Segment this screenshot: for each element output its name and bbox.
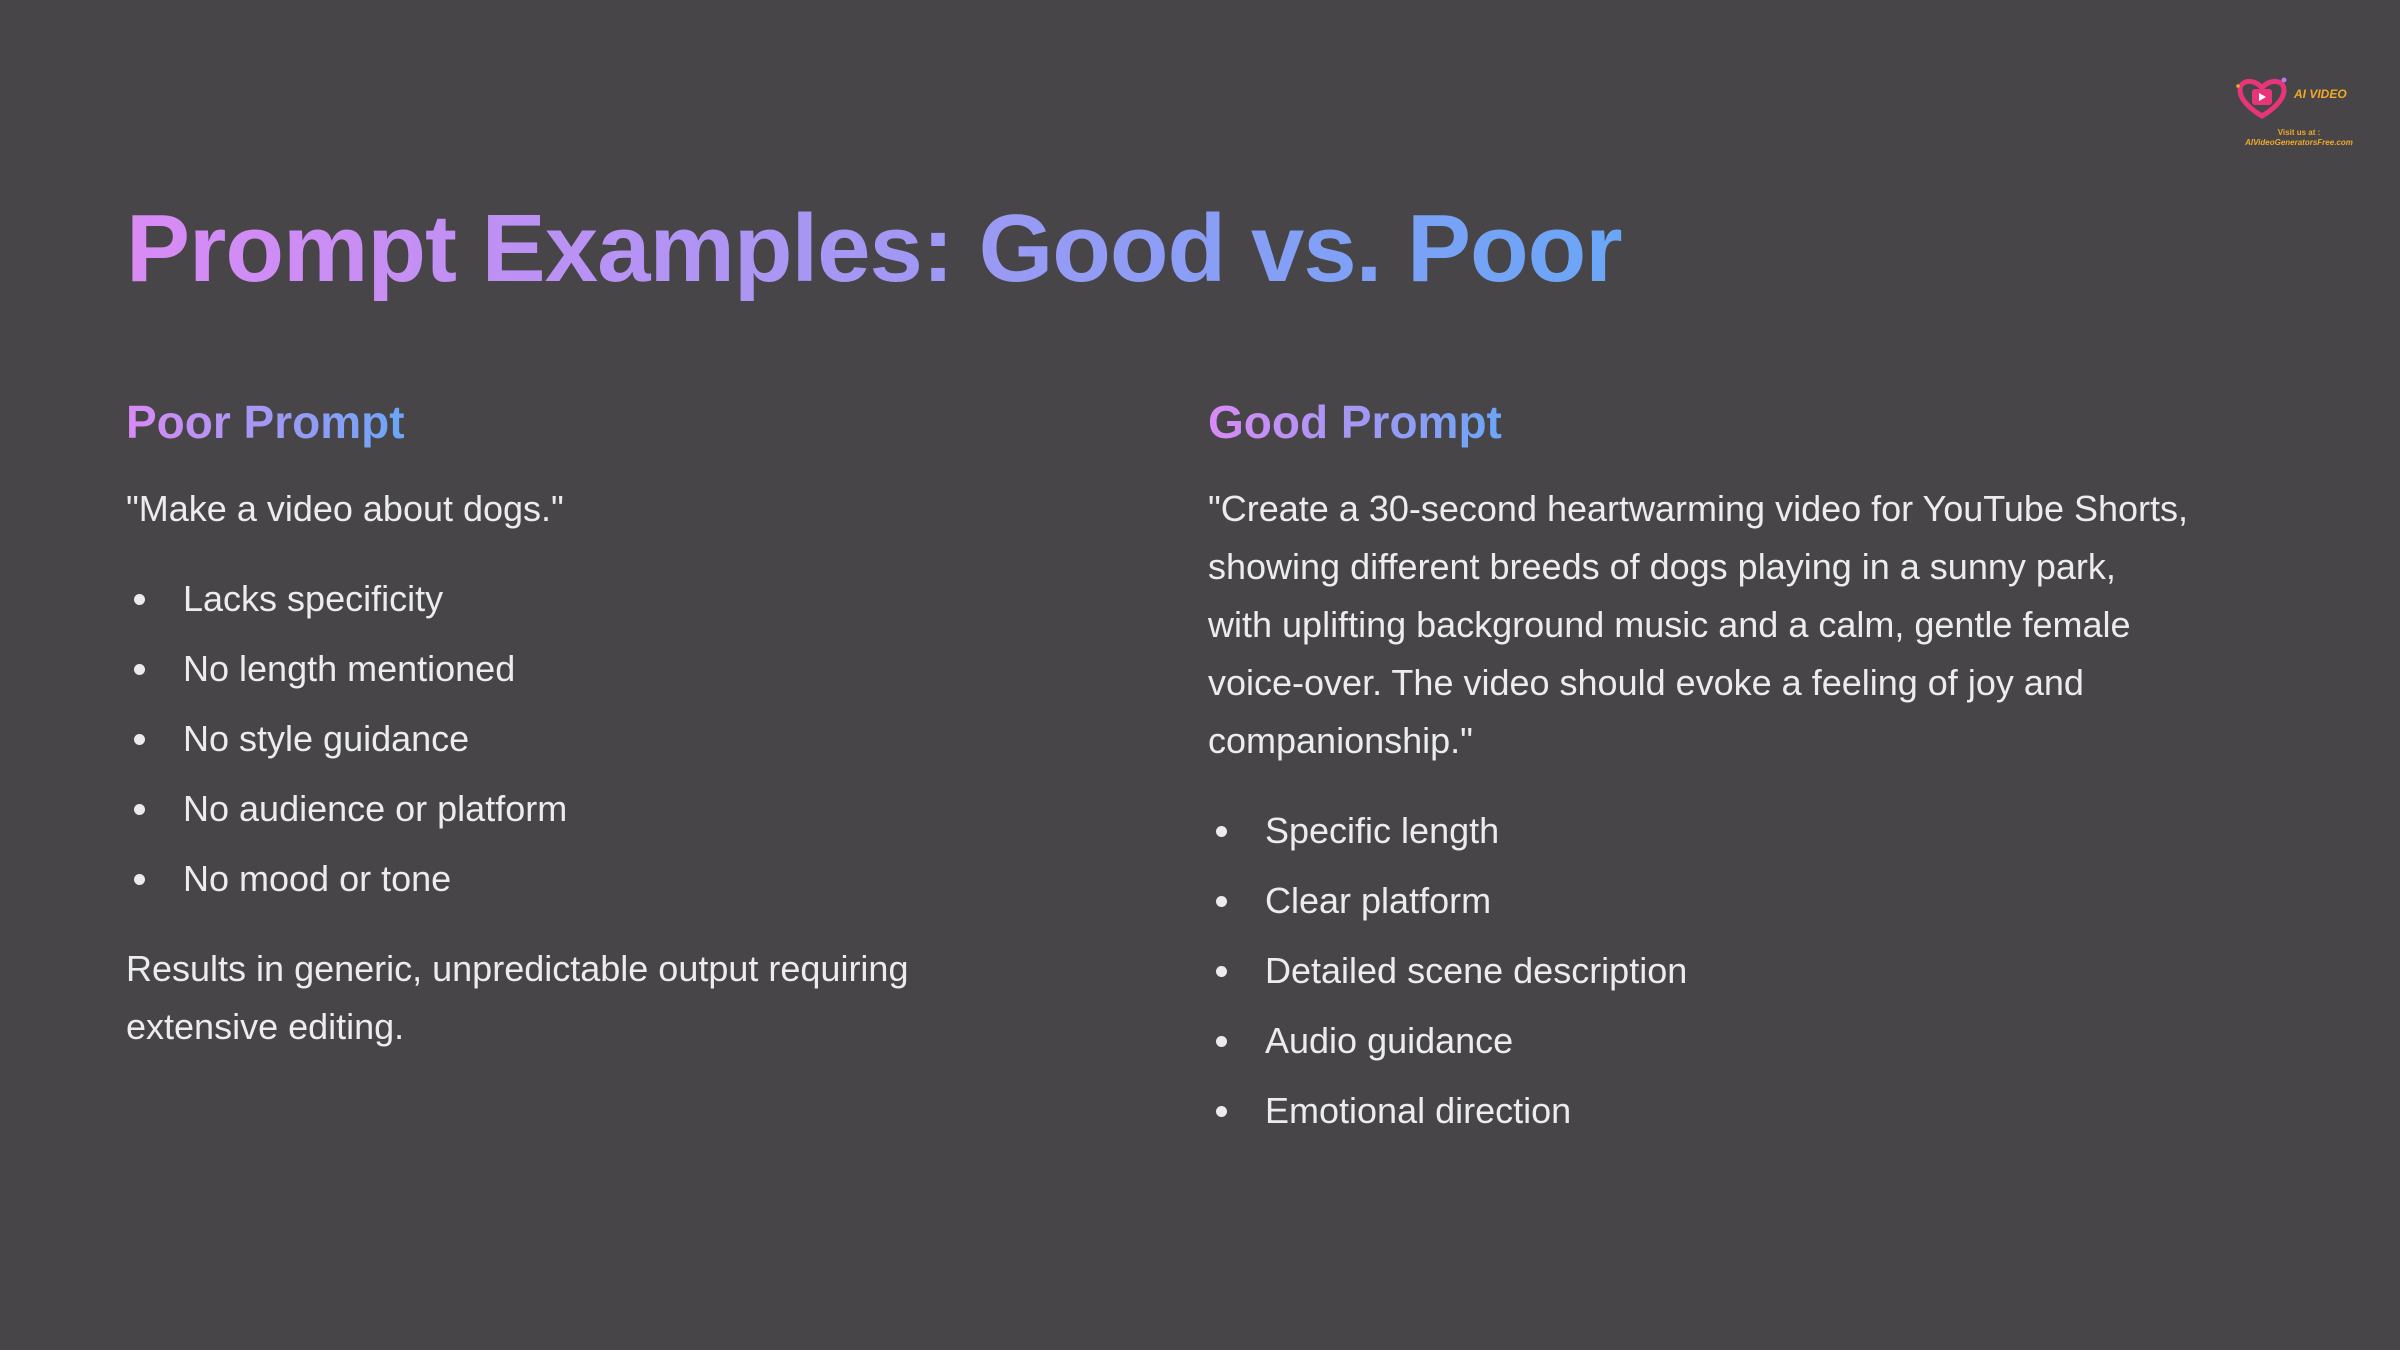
list-item: No length mentioned (126, 634, 1126, 704)
bullet-dot-icon (1216, 1106, 1227, 1117)
list-item: Lacks specificity (126, 564, 1126, 634)
list-item: Specific length (1208, 796, 2208, 866)
page-title-text: Prompt Examples: Good vs. Poor (126, 190, 1623, 308)
logo-caption: Visit us at : AIVideoGeneratorsFree.com (2228, 128, 2370, 148)
page-title: Prompt Examples: Good vs. Poor (126, 190, 1623, 308)
bullet-dot-icon (134, 804, 145, 815)
list-item: Emotional direction (1208, 1076, 2208, 1146)
bullet-dot-icon (134, 874, 145, 885)
bullet-dot-icon (134, 664, 145, 675)
poor-prompt-footnote: Results in generic, unpredictable output… (126, 948, 909, 1047)
good-prompt-heading: Good Prompt (1208, 390, 1502, 454)
video-play-heart-icon (2236, 77, 2287, 119)
bullet-dot-icon (1216, 966, 1227, 977)
list-item: No audience or platform (126, 774, 1126, 844)
list-item: Detailed scene description (1208, 936, 2208, 1006)
list-item: Audio guidance (1208, 1006, 2208, 1076)
bullet-dot-icon (1216, 1036, 1227, 1047)
bullet-dot-icon (1216, 896, 1227, 907)
bullet-dot-icon (1216, 826, 1227, 837)
list-item: No style guidance (126, 704, 1126, 774)
bullet-text: Specific length (1265, 810, 1500, 851)
bullet-text: Detailed scene description (1265, 950, 1688, 991)
list-item: No mood or tone (126, 844, 1126, 914)
good-prompt-quote: "Create a 30-second heartwarming video f… (1208, 488, 2189, 761)
poor-prompt-quote: "Make a video about dogs." (126, 488, 564, 529)
logo-name: AI VIDEO (2294, 87, 2347, 101)
poor-prompt-column: Poor Prompt "Make a video about dogs." L… (126, 390, 1126, 1056)
bullet-text: No audience or platform (183, 788, 568, 829)
brand-logo[interactable]: AI VIDEO Visit us at : AIVideoGenerators… (2228, 72, 2370, 154)
list-item: Clear platform (1208, 866, 2208, 936)
bullet-text: No length mentioned (183, 648, 516, 689)
bullet-text: Emotional direction (1265, 1090, 1572, 1131)
bullet-text: No style guidance (183, 718, 470, 759)
bullet-text: No mood or tone (183, 858, 452, 899)
bullet-text: Audio guidance (1265, 1020, 1514, 1061)
poor-prompt-bullets: Lacks specificity No length mentioned No… (126, 564, 1126, 914)
bullet-text: Clear platform (1265, 880, 1492, 921)
logo-site-link[interactable]: AIVideoGeneratorsFree.com (2245, 138, 2353, 147)
good-prompt-bullets: Specific length Clear platform Detailed … (1208, 796, 2208, 1146)
bullet-dot-icon (134, 594, 145, 605)
bullet-dot-icon (134, 734, 145, 745)
bullet-text: Lacks specificity (183, 578, 444, 619)
logo-visit-text: Visit us at : (2277, 128, 2321, 137)
good-prompt-column: Good Prompt "Create a 30-second heartwar… (1208, 390, 2208, 1146)
poor-prompt-heading: Poor Prompt (126, 390, 405, 454)
